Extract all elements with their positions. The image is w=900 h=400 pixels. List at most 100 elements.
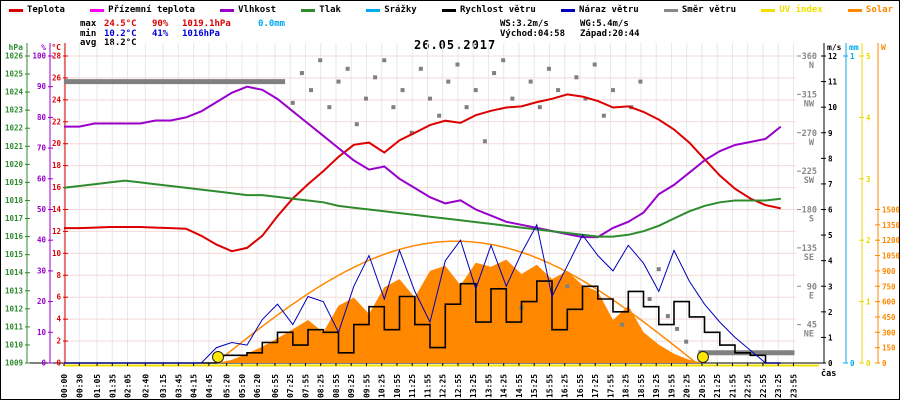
- axis-unit-humidity: %: [41, 43, 46, 52]
- direction-tick-label: 270: [802, 129, 817, 139]
- direction-tick-label: 315: [802, 90, 817, 100]
- legend-item-9: Solar: [847, 5, 893, 15]
- series-tlak-line: [63, 179, 781, 238]
- axis-tick-label: 1015: [5, 250, 23, 259]
- legend-label: Směr větru: [681, 5, 737, 15]
- axis-tick-label: 1020: [5, 160, 24, 169]
- axis-tick-label: 26: [52, 73, 62, 82]
- direction-tick-label: 45: [807, 321, 817, 331]
- axis-unit-temp: °C: [51, 43, 61, 52]
- axis-tick-label: 0: [828, 359, 833, 368]
- legend-label: Rychlost větru: [459, 5, 536, 15]
- series-wind-direction-dot: [373, 75, 378, 80]
- sunrise-time: Východ:04:58: [500, 28, 566, 39]
- stats-avg-temp: 18.2°C: [104, 38, 137, 48]
- axis-tick-label: 7: [828, 180, 833, 189]
- x-axis-caption: čas: [821, 368, 836, 379]
- wind-speed-max: WS:3.2m/s: [500, 19, 549, 29]
- x-tick-label: 04:15: [190, 374, 199, 398]
- axis-tick-label: 2: [56, 337, 61, 346]
- x-tick-label: 07:25: [286, 374, 295, 398]
- axis-tick-label: 20: [37, 297, 47, 306]
- stats-max-humidity: 90%: [152, 19, 169, 29]
- axis-tick-label: 16: [52, 183, 62, 192]
- wind-gust-max: WG:5.4m/s: [580, 19, 629, 29]
- legend-swatch: [90, 8, 105, 12]
- series-wind-direction-dot: [464, 105, 469, 110]
- series-wind-direction-dot: [363, 96, 368, 101]
- series-wind-direction-dot: [345, 66, 350, 71]
- stats-avg-label: avg: [80, 38, 97, 48]
- series-n-raz-v-tru-line: [64, 223, 781, 364]
- stats-min-label: min: [80, 28, 97, 39]
- axis-tick-label: 11: [828, 78, 838, 87]
- direction-compass-label: W: [809, 138, 815, 148]
- legend-swatch: [9, 8, 23, 12]
- wind-stats-row: WS:3.2m/s WG:5.4m/s: [500, 19, 640, 30]
- axis-tick-label: 150: [882, 344, 896, 353]
- x-tick-label: 10:25: [378, 374, 387, 398]
- stats-max-pressure: 1019.1hPa: [182, 19, 231, 29]
- axis-tick-label: 1: [850, 52, 855, 61]
- x-tick-label: 18:25: [622, 374, 631, 398]
- legend: Teplota Přízemní teplota Vlhkost Tlak Srážky…: [9, 5, 893, 15]
- axis-tick-label: 5: [866, 52, 871, 61]
- sunset-time: Západ:20:44: [580, 28, 640, 39]
- axis-tick-label: 600: [882, 298, 896, 307]
- legend-item-2: Vlhkost: [220, 5, 276, 15]
- axis-tick-label: 10: [828, 103, 838, 112]
- x-tick-label: 03:15: [159, 374, 168, 398]
- axis-unit-solar: W: [881, 43, 886, 52]
- x-tick-label: 13:25: [469, 374, 478, 398]
- stats-min-pressure: 1016hPa: [182, 28, 220, 39]
- series-wind-direction-dot: [620, 322, 625, 327]
- axis-tick-label: 1016: [5, 232, 24, 241]
- x-tick-label: 00:00: [60, 374, 69, 398]
- axis-tick-label: 12: [52, 227, 61, 236]
- axis-tick-label: 1014: [5, 268, 24, 277]
- axis-tick-label: 1023: [5, 106, 24, 115]
- axis-tick-label: 1050: [882, 252, 900, 261]
- x-tick-label: 15:55: [545, 374, 554, 398]
- axis-tick-label: 1: [828, 333, 833, 342]
- axis-unit-hPa: hPa: [9, 43, 24, 52]
- axis-tick-label: 1024: [5, 88, 24, 97]
- axis-tick-label: 3: [866, 175, 871, 184]
- legend-item-7: Směr větru: [663, 5, 737, 15]
- axis-tick-label: 300: [882, 328, 896, 337]
- sun-times-row: Východ:04:58 Západ:20:44: [500, 28, 640, 40]
- wind-sun-block: WS:3.2m/s WG:5.4m/s Východ:04:58 Západ:2…: [500, 19, 640, 40]
- legend-label: Solar: [865, 5, 893, 15]
- series-wind-direction-dot: [327, 105, 332, 110]
- axis-tick-label: 6: [828, 206, 833, 215]
- direction-compass-label: NW: [804, 99, 815, 109]
- legend-item-5: Rychlost větru: [441, 5, 536, 15]
- x-tick-label: 10:55: [393, 374, 402, 398]
- axis-tick-label: 1018: [5, 196, 24, 205]
- legend-swatch: [761, 8, 776, 12]
- axis-tick-label: 1013: [5, 286, 24, 295]
- legend-item-8: UV index: [761, 5, 823, 15]
- series-rychlost-v-tru-line: [64, 280, 781, 364]
- legend-swatch: [366, 8, 381, 12]
- axis-tick-label: 9: [828, 129, 833, 138]
- series-wind-direction-dot: [510, 96, 515, 101]
- x-tick-label: 09:25: [347, 374, 356, 398]
- axis-tick-label: 0: [56, 359, 61, 368]
- legend-item-3: Tlak: [301, 5, 341, 15]
- chart-title: 26.05.2017: [414, 38, 497, 52]
- x-tick-label: 21:25: [713, 374, 722, 398]
- series-wind-direction-dot: [391, 105, 396, 110]
- axis-tick-label: 2: [866, 236, 871, 245]
- series-wind-direction-dot: [354, 122, 359, 127]
- axis-tick-label: 3: [828, 282, 833, 291]
- direction-tick-label: 225: [802, 167, 817, 177]
- series-wind-direction-dot: [684, 339, 689, 344]
- legend-swatch: [561, 8, 576, 12]
- axis-tick-label: 1200: [882, 236, 900, 245]
- direction-compass-label: N: [809, 61, 814, 71]
- series-wind-direction-dot: [537, 105, 542, 110]
- x-tick-label: 16:25: [561, 374, 570, 398]
